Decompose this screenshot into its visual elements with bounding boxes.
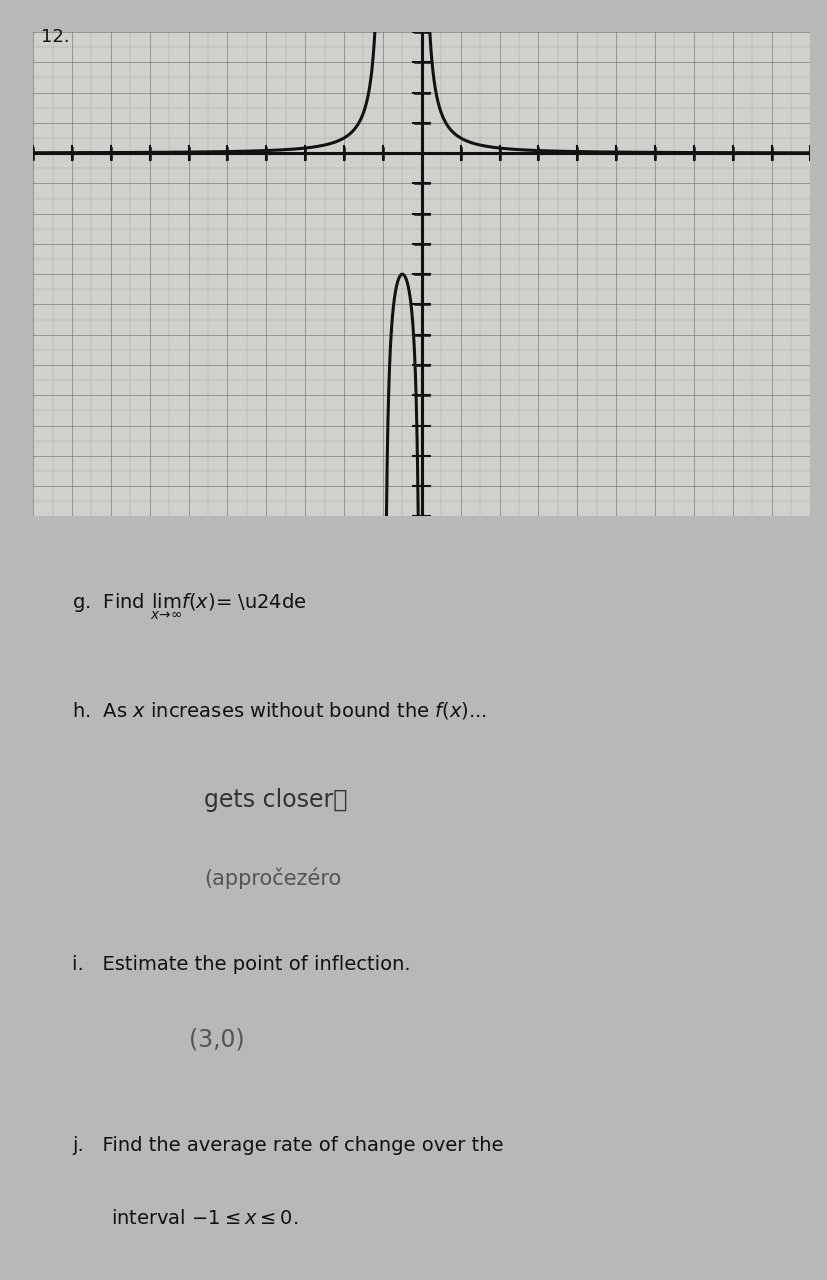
Text: gets closerⓞ: gets closerⓞ [204, 787, 347, 812]
Text: interval $-1 \leq x \leq 0$.: interval $-1 \leq x \leq 0$. [111, 1210, 298, 1228]
Text: 12.: 12. [41, 28, 70, 46]
Text: (3,0): (3,0) [189, 1028, 244, 1051]
Text: j.   Find the average rate of change over the: j. Find the average rate of change over … [72, 1137, 504, 1156]
Text: (appročezéro: (appročezéro [204, 868, 342, 890]
Text: i.   Estimate the point of inflection.: i. Estimate the point of inflection. [72, 955, 410, 974]
Text: h.  As $x$ increases without bound the $f(x)$...: h. As $x$ increases without bound the $f… [72, 700, 487, 722]
Text: g.  Find $\lim_{x \to \infty} f(x) =$ \u24de: g. Find $\lim_{x \to \infty} f(x) =$ \u2… [72, 591, 307, 622]
